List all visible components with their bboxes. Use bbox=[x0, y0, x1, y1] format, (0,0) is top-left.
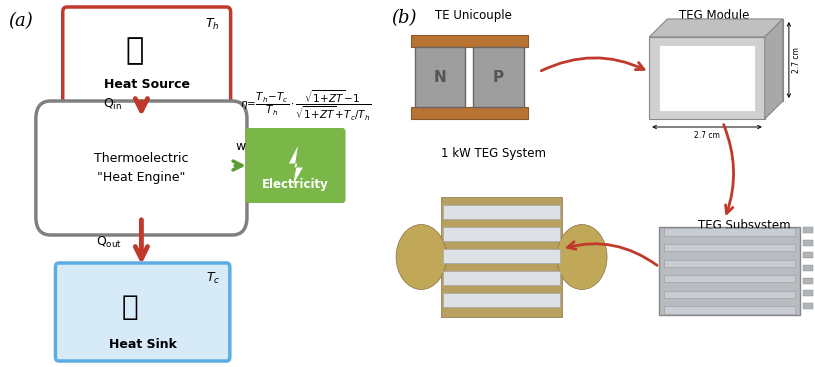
FancyBboxPatch shape bbox=[650, 37, 764, 119]
FancyBboxPatch shape bbox=[63, 7, 231, 104]
FancyBboxPatch shape bbox=[55, 263, 230, 361]
FancyBboxPatch shape bbox=[443, 271, 560, 285]
FancyBboxPatch shape bbox=[803, 278, 813, 284]
FancyBboxPatch shape bbox=[415, 47, 465, 107]
Text: 2.7 cm: 2.7 cm bbox=[694, 131, 720, 140]
FancyBboxPatch shape bbox=[412, 107, 527, 119]
Text: $T_h$: $T_h$ bbox=[205, 17, 220, 32]
FancyBboxPatch shape bbox=[443, 293, 560, 307]
FancyBboxPatch shape bbox=[664, 244, 795, 251]
Polygon shape bbox=[289, 146, 303, 185]
FancyBboxPatch shape bbox=[803, 252, 813, 258]
Text: Q$_{\rm out}$: Q$_{\rm out}$ bbox=[96, 235, 121, 250]
FancyBboxPatch shape bbox=[245, 128, 346, 203]
Text: 🧊: 🧊 bbox=[122, 293, 139, 321]
FancyBboxPatch shape bbox=[659, 45, 755, 111]
Text: TEG Module: TEG Module bbox=[680, 9, 750, 22]
Polygon shape bbox=[650, 19, 783, 37]
FancyBboxPatch shape bbox=[443, 205, 560, 219]
Text: 🔥: 🔥 bbox=[126, 36, 143, 65]
FancyBboxPatch shape bbox=[803, 240, 813, 246]
Ellipse shape bbox=[396, 225, 447, 290]
Text: P: P bbox=[493, 69, 504, 84]
Text: TE Unicouple: TE Unicouple bbox=[435, 9, 512, 22]
Text: N: N bbox=[434, 69, 447, 84]
FancyBboxPatch shape bbox=[664, 228, 795, 236]
FancyBboxPatch shape bbox=[412, 35, 527, 47]
FancyBboxPatch shape bbox=[664, 291, 795, 298]
FancyBboxPatch shape bbox=[441, 197, 562, 317]
Text: (a): (a) bbox=[8, 12, 33, 30]
FancyBboxPatch shape bbox=[664, 260, 795, 267]
Text: w: w bbox=[236, 141, 245, 153]
Text: 2.7 cm: 2.7 cm bbox=[792, 47, 801, 73]
Text: Heat Source: Heat Source bbox=[104, 78, 190, 91]
FancyBboxPatch shape bbox=[803, 227, 813, 233]
Text: Heat Sink: Heat Sink bbox=[108, 338, 177, 351]
Text: $T_c$: $T_c$ bbox=[205, 271, 220, 286]
FancyBboxPatch shape bbox=[474, 47, 524, 107]
FancyBboxPatch shape bbox=[803, 303, 813, 309]
Text: $\eta\!=\!\dfrac{T_h\!-\!T_c}{T_h}\cdot\dfrac{\sqrt{1\!+\!ZT}\!-\!1}{\sqrt{1\!+\: $\eta\!=\!\dfrac{T_h\!-\!T_c}{T_h}\cdot\… bbox=[240, 89, 372, 123]
Ellipse shape bbox=[557, 225, 607, 290]
FancyBboxPatch shape bbox=[667, 19, 783, 101]
FancyBboxPatch shape bbox=[664, 306, 795, 313]
Text: (b): (b) bbox=[391, 9, 416, 27]
FancyBboxPatch shape bbox=[443, 249, 560, 263]
Text: Thermoelectric
"Heat Engine": Thermoelectric "Heat Engine" bbox=[95, 153, 188, 184]
Text: 1 kW TEG System: 1 kW TEG System bbox=[441, 147, 546, 160]
FancyBboxPatch shape bbox=[443, 227, 560, 241]
FancyBboxPatch shape bbox=[36, 101, 247, 235]
FancyBboxPatch shape bbox=[803, 265, 813, 271]
Text: TEG Subsystem: TEG Subsystem bbox=[698, 219, 791, 232]
Text: Electricity: Electricity bbox=[262, 178, 328, 191]
Polygon shape bbox=[764, 19, 783, 119]
Text: Q$_{\rm in}$: Q$_{\rm in}$ bbox=[104, 97, 122, 112]
FancyBboxPatch shape bbox=[664, 275, 795, 282]
FancyBboxPatch shape bbox=[659, 227, 800, 315]
FancyBboxPatch shape bbox=[803, 290, 813, 296]
